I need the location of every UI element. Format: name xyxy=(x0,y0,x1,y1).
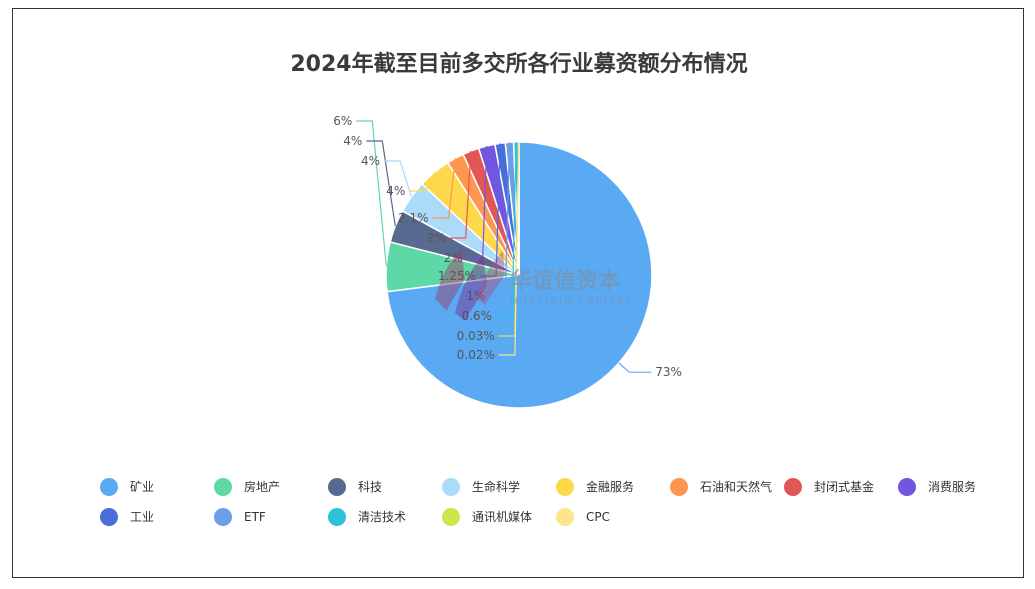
legend-item-0[interactable]: 矿业 xyxy=(100,478,154,496)
leader-line-6 xyxy=(449,150,472,239)
legend-label-10: 清洁技术 xyxy=(358,510,406,524)
leader-line-4 xyxy=(409,172,435,192)
leader-line-0 xyxy=(618,362,652,373)
chart-title: 2024年截至目前多交所各行业募资额分布情况 xyxy=(290,51,747,77)
leader-line-1 xyxy=(356,120,387,267)
legend-marker-10 xyxy=(328,508,346,526)
legend-item-1[interactable]: 房地产 xyxy=(214,478,280,496)
watermark-name-en: HUAYIXIN CAPITAL xyxy=(510,296,633,307)
legend-marker-9 xyxy=(214,508,232,526)
legend-label-1: 房地产 xyxy=(244,479,280,494)
legend-label-2: 科技 xyxy=(358,480,382,494)
data-label-4: 4% xyxy=(386,184,405,198)
legend-marker-2 xyxy=(328,478,346,496)
legend-label-12: CPC xyxy=(586,510,610,524)
legend-marker-12 xyxy=(556,508,574,526)
legend-item-11[interactable]: 通讯机媒体 xyxy=(442,508,532,526)
data-label-7: 2% xyxy=(444,251,463,265)
legend-label-8: 工业 xyxy=(130,510,154,524)
data-labels: 73% 6% 4% 4% 4% 2.1% 2% 2% 1.25% 1% 0.6% 0.03% 0.02% xyxy=(333,114,682,379)
legend-item-7[interactable]: 消费服务 xyxy=(898,478,976,496)
leader-line-5 xyxy=(432,158,456,219)
watermark-name-cn: 华谊信资本 xyxy=(510,268,620,294)
pie-slices xyxy=(385,141,653,409)
data-label-6: 2% xyxy=(427,231,446,245)
legend-item-5[interactable]: 石油和天然气 xyxy=(670,478,772,496)
legend-marker-11 xyxy=(442,508,460,526)
data-label-2: 4% xyxy=(343,134,362,148)
legend-marker-1 xyxy=(214,478,232,496)
legend-item-9[interactable]: ETF xyxy=(214,508,266,526)
data-label-8: 1.25% xyxy=(438,269,476,283)
data-label-10: 0.6% xyxy=(462,309,493,323)
leader-line-10 xyxy=(496,141,517,317)
legend-marker-8 xyxy=(100,508,118,526)
leader-line-9 xyxy=(489,142,510,297)
legend-item-3[interactable]: 生命科学 xyxy=(442,478,520,496)
legend-label-5: 石油和天然气 xyxy=(700,479,772,494)
leader-line-8 xyxy=(480,143,501,277)
leader-line-7 xyxy=(466,145,488,259)
legend-marker-0 xyxy=(100,478,118,496)
leader-line-2 xyxy=(366,140,396,227)
legend-label-6: 封闭式基金 xyxy=(814,479,874,494)
legend-marker-7 xyxy=(898,478,916,496)
data-label-12: 0.02% xyxy=(457,348,495,362)
legend-label-7: 消费服务 xyxy=(928,479,976,494)
pie-chart: 2024年截至目前多交所各行业募资额分布情况 73% 6% 4% 4% 4% 2.1% 2%… xyxy=(100,51,976,526)
data-label-0: 73% xyxy=(655,365,682,379)
legend-item-8[interactable]: 工业 xyxy=(100,508,154,526)
legend-item-10[interactable]: 清洁技术 xyxy=(328,508,406,526)
legend-label-9: ETF xyxy=(244,510,266,524)
watermark-logo: 华谊信资本 HUAYIXIN CAPITAL xyxy=(435,249,633,321)
legend-item-6[interactable]: 封闭式基金 xyxy=(784,478,874,496)
data-label-11: 0.03% xyxy=(457,329,495,343)
legend-item-12[interactable]: CPC xyxy=(556,508,610,526)
data-label-5: 2.1% xyxy=(398,211,429,225)
leader-line-3 xyxy=(384,160,412,197)
legend-item-4[interactable]: 金融服务 xyxy=(556,478,634,496)
data-label-1: 6% xyxy=(333,114,352,128)
legend-label-0: 矿业 xyxy=(130,480,154,494)
data-label-3: 4% xyxy=(361,154,380,168)
legend-marker-6 xyxy=(784,478,802,496)
leader-line-12 xyxy=(498,141,520,356)
data-label-9: 1% xyxy=(466,289,485,303)
legend-label-3: 生命科学 xyxy=(472,479,520,494)
legend-marker-4 xyxy=(556,478,574,496)
chart-frame: 2024年截至目前多交所各行业募资额分布情况 73% 6% 4% 4% 4% 2.1% 2%… xyxy=(12,8,1024,578)
legend-label-11: 通讯机媒体 xyxy=(472,510,532,524)
legend-item-2[interactable]: 科技 xyxy=(328,478,382,496)
leader-lines xyxy=(356,120,652,373)
legend-marker-5 xyxy=(670,478,688,496)
legend-marker-3 xyxy=(442,478,460,496)
legend-label-4: 金融服务 xyxy=(586,479,634,494)
